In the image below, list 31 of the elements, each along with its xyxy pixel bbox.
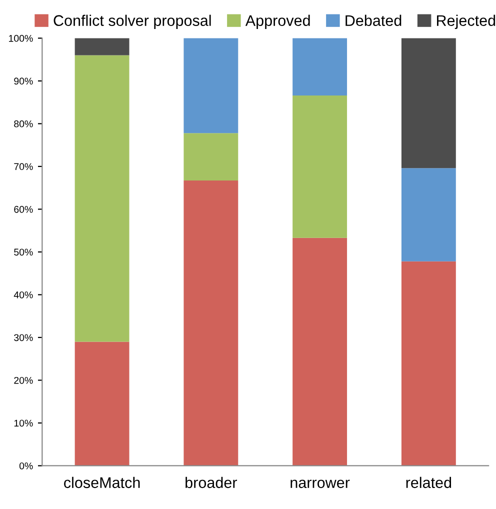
bar [401, 168, 456, 262]
bar [74, 342, 130, 466]
x-tick-label: narrower [290, 480, 350, 488]
y-tick-label: 20% [14, 376, 33, 384]
legend-label: Approved [245, 14, 310, 30]
y-tick-label: 100% [9, 34, 33, 42]
bar [184, 38, 238, 134]
y-tick-label: 0% [19, 462, 33, 470]
bar [184, 180, 238, 466]
bar [184, 133, 238, 181]
x-tick-label: closeMatch [64, 476, 140, 488]
bar [292, 238, 348, 466]
legend-label: Debated [346, 14, 402, 26]
y-tick-label: 70% [14, 163, 33, 170]
bar [292, 95, 348, 238]
y-tick-label: 80% [14, 120, 33, 128]
y-tick-label: 50% [14, 248, 33, 256]
bar [401, 38, 456, 168]
y-tick-label: 60% [14, 206, 33, 213]
y-tick-label: 10% [14, 420, 33, 427]
bar [74, 55, 130, 342]
legend-label: Conflict solver proposal [54, 14, 211, 30]
x-tick-label: broader [186, 476, 237, 488]
y-tick-label: 30% [14, 334, 33, 342]
y-tick-label: 40% [14, 291, 33, 298]
x-tick-label: related [406, 476, 452, 488]
bar [74, 38, 130, 56]
y-tick-label: 90% [14, 78, 33, 85]
legend-label: Rejected [437, 14, 496, 30]
bar [401, 261, 456, 466]
bar [292, 38, 348, 96]
